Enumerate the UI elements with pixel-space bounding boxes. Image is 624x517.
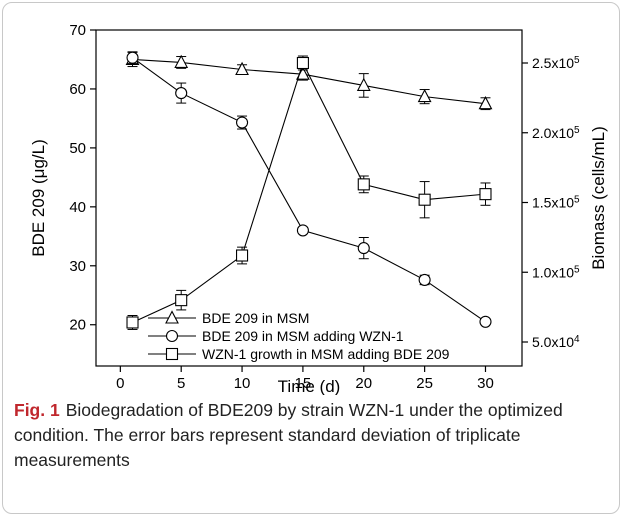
legend: BDE 209 in MSM BDE 209 in MSM adding WZN-… <box>148 310 450 362</box>
data-point <box>418 193 431 206</box>
y-right-tick-exponent: 5 <box>574 55 580 66</box>
data-point <box>417 88 432 103</box>
data-point <box>236 116 249 129</box>
plot-area <box>95 29 523 367</box>
x-axis: 0 5 10 15 20 25 30 <box>116 366 494 392</box>
data-point <box>235 61 249 76</box>
legend-marker <box>165 329 179 343</box>
y-right-tick-exponent: 5 <box>574 124 580 135</box>
figure-label: Fig. 1 <box>14 400 60 420</box>
y-axis-left: 20 30 40 50 60 70 <box>69 22 96 334</box>
figure-caption: Fig. 1 Biodegradation of BDE209 by strain… <box>14 398 610 473</box>
biodegradation-chart: 0 5 10 15 20 25 30 20 30 40 50 60 70 5.0x104 1.0x105… <box>29 22 608 395</box>
data-point <box>175 87 188 100</box>
y-right-tick-label: 1.0x105 <box>532 264 580 281</box>
y-right-tick-label: 1.5x105 <box>532 194 580 211</box>
y-left-tick-label: 70 <box>69 22 86 39</box>
data-point <box>296 56 309 70</box>
data-point <box>479 315 492 328</box>
legend-marker <box>165 310 179 324</box>
x-tick-label: 10 <box>234 375 251 392</box>
series-square <box>126 55 492 330</box>
y-right-tick-label: 2.0x105 <box>532 124 580 141</box>
y-left-tick-label: 20 <box>69 317 86 334</box>
data-point <box>357 178 370 191</box>
data-point <box>478 95 493 110</box>
data-point <box>296 224 309 237</box>
legend-label: BDE 209 in MSM <box>202 310 309 326</box>
y-left-tick-label: 40 <box>69 199 86 216</box>
data-point <box>126 51 139 64</box>
data-point <box>356 77 371 91</box>
legend-marker <box>165 347 179 361</box>
x-tick-label: 15 <box>295 375 312 392</box>
data-point <box>479 188 492 201</box>
x-tick-label: 25 <box>416 375 433 392</box>
y-left-tick-label: 50 <box>69 140 86 157</box>
y-right-tick-label: 5.0x104 <box>532 334 580 351</box>
series-circle <box>126 51 492 328</box>
y-right-tick-exponent: 5 <box>574 194 580 205</box>
y-left-tick-label: 60 <box>69 81 86 98</box>
legend-label: WZN-1 growth in MSM adding BDE 209 <box>202 346 450 362</box>
series-triangle <box>125 51 493 111</box>
y-right-tick-label: 2.5x105 <box>532 55 580 72</box>
y-axis-right-label: Biomass (cells/mL) <box>589 126 608 270</box>
series-layer <box>125 51 493 330</box>
y-right-tick-exponent: 4 <box>574 334 580 345</box>
y-axis-right: 5.0x104 1.0x105 1.5x105 2.0x105 2.5x105 <box>522 55 580 351</box>
data-point <box>175 294 188 307</box>
legend-label: BDE 209 in MSM adding WZN-1 <box>202 328 404 344</box>
y-right-tick-exponent: 5 <box>574 264 580 275</box>
x-tick-label: 20 <box>355 375 372 392</box>
y-left-tick-label: 30 <box>69 258 86 275</box>
x-tick-label: 30 <box>477 375 494 392</box>
data-point <box>126 316 139 329</box>
x-tick-label: 0 <box>116 375 124 392</box>
figure-caption-text: Biodegradation of BDE209 by strain WZN-1… <box>14 400 563 470</box>
data-point <box>174 54 189 68</box>
y-axis-left-label: BDE 209 (μg/L) <box>29 139 48 257</box>
x-tick-label: 5 <box>177 375 185 392</box>
data-point <box>418 273 431 286</box>
data-point <box>357 242 370 255</box>
x-axis-label: Time (d) <box>278 377 341 395</box>
data-point <box>236 249 249 262</box>
series-line <box>132 61 486 323</box>
